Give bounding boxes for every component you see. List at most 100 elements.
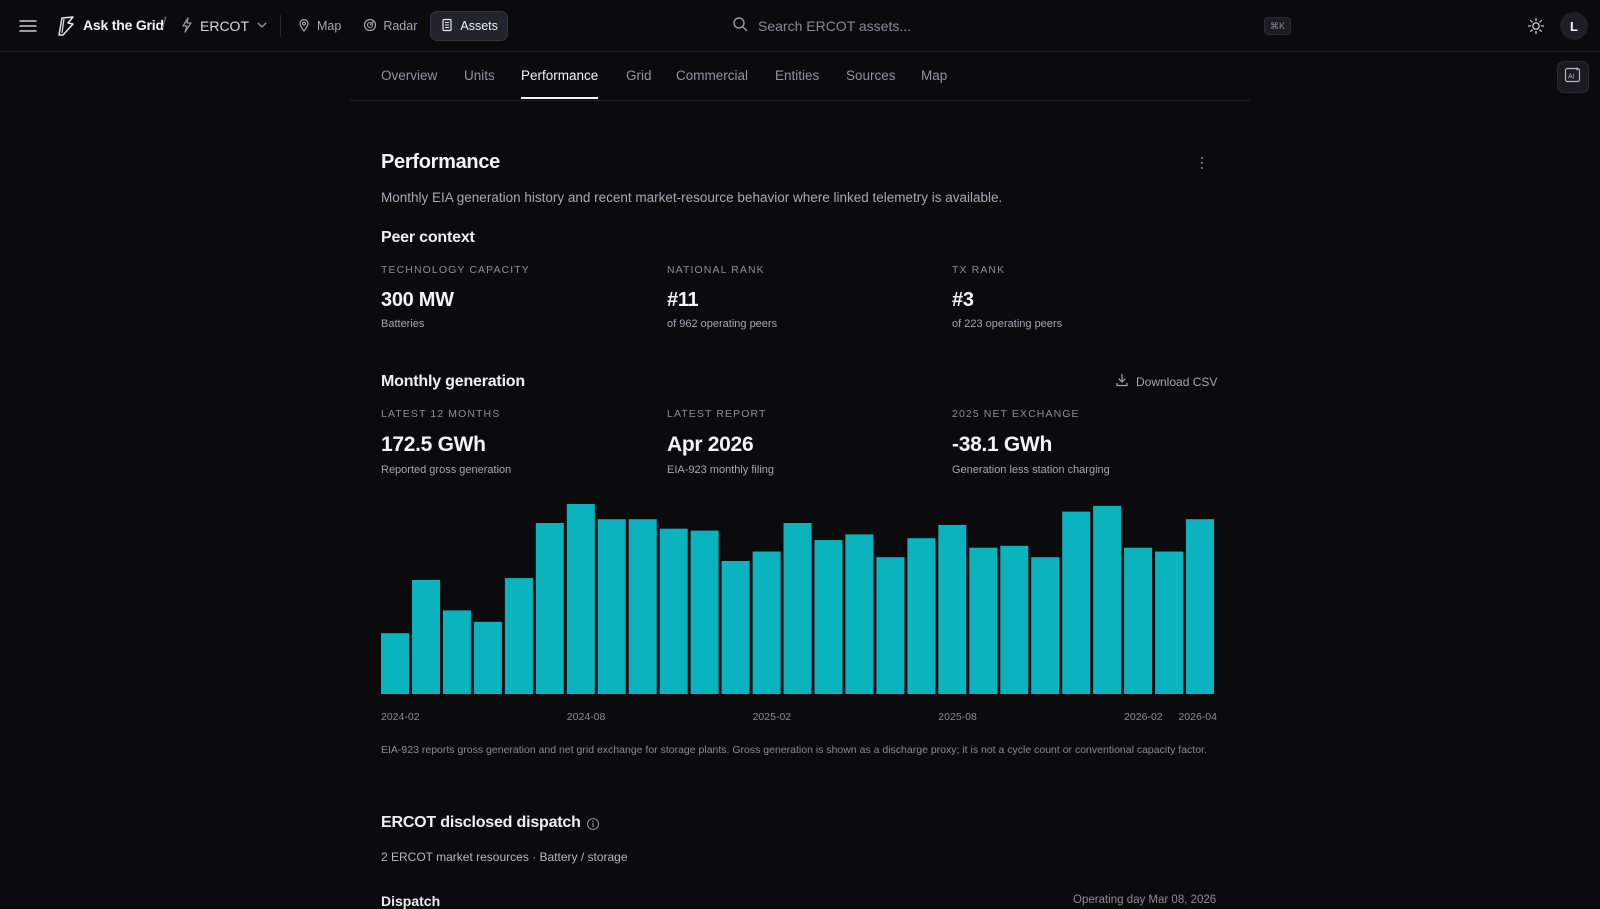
dispatch-meta: 2 ERCOT market resources · Battery / sto… [381, 850, 628, 864]
search-input[interactable]: Search ERCOT assets... [758, 18, 912, 34]
more-options-icon[interactable] [1196, 154, 1208, 172]
hamburger-menu-icon[interactable] [18, 16, 38, 36]
stat-value: #11 [667, 289, 699, 311]
x-tick-label: 2025-02 [753, 711, 792, 723]
user-avatar[interactable]: L [1560, 12, 1588, 40]
chart-bar[interactable] [783, 523, 812, 694]
tab-commercial[interactable]: Commercial [676, 68, 749, 83]
topbar-divider [280, 15, 281, 37]
nav-map-label: Map [317, 19, 342, 33]
tab-entities[interactable]: Entities [775, 68, 820, 83]
tab-performance[interactable]: Performance [521, 68, 599, 99]
dispatch-section-title: Dispatch [381, 893, 441, 909]
region-label: ERCOT [200, 18, 249, 34]
chart-bar[interactable] [1124, 547, 1153, 694]
chart-bar[interactable] [721, 561, 750, 694]
chart-bar[interactable] [1062, 511, 1091, 694]
stat-sub: EIA-923 monthly filing [667, 464, 774, 476]
chart-bar[interactable] [969, 547, 998, 694]
monthly-generation-chart: 2024-02 2024-08 2025-02 2025-08 2026-02 2026-… [381, 504, 1217, 723]
stat-sub: of 223 operating peers [952, 318, 1063, 330]
tab-map[interactable]: Map [921, 68, 948, 83]
download-icon [1115, 373, 1129, 390]
stat-sub: of 962 operating peers [667, 318, 778, 330]
stat-label: LATEST REPORT [667, 408, 767, 420]
section-tabs: Overview Units Performance Grid Commerci… [350, 52, 1250, 101]
chart-bar[interactable] [938, 524, 967, 694]
peer-context-heading: Peer context [381, 229, 475, 246]
stat-value: 300 MW [381, 289, 454, 311]
search-icon [732, 16, 748, 37]
stat-value: Apr 2026 [667, 433, 754, 456]
page-subtitle: Monthly EIA generation history and recen… [381, 190, 1003, 205]
download-csv-label: Download CSV [1136, 374, 1218, 389]
chart-bar[interactable] [814, 540, 843, 694]
chart-bar[interactable] [381, 633, 409, 694]
brand-name[interactable]: Ask the Grid [83, 17, 164, 33]
info-icon[interactable] [586, 817, 600, 831]
chart-bar[interactable] [845, 534, 874, 694]
x-tick-label: 2024-08 [567, 711, 606, 723]
stat-sub: Reported gross generation [381, 464, 512, 476]
dispatch-heading: ERCOT disclosed dispatch [381, 814, 581, 831]
chart-bar[interactable] [907, 538, 936, 694]
chart-bar[interactable] [876, 557, 905, 694]
chart-bar[interactable] [628, 519, 657, 694]
theme-toggle-sun-icon[interactable] [1527, 17, 1545, 35]
x-tick-label: 2026-02 [1124, 711, 1163, 723]
chart-bar[interactable] [1000, 545, 1029, 694]
page-title: Performance [381, 151, 500, 173]
chevron-down-icon [255, 18, 269, 35]
nav-map-button[interactable]: Map [288, 11, 350, 41]
bolt-icon [180, 16, 194, 36]
svg-text:AI: AI [1568, 73, 1575, 80]
stat-label: 2025 NET EXCHANGE [952, 408, 1080, 420]
chart-footnote: EIA-923 reports gross generation and net… [381, 744, 1207, 756]
monthly-generation-heading: Monthly generation [381, 373, 525, 390]
stat-label: TECHNOLOGY CAPACITY [381, 264, 530, 276]
chart-bar[interactable] [690, 530, 719, 694]
chart-bar[interactable] [1186, 519, 1214, 694]
stat-value: 172.5 GWh [381, 433, 486, 456]
chart-bar[interactable] [473, 621, 502, 694]
brand-logo-icon[interactable] [56, 15, 76, 37]
chart-bar[interactable] [597, 519, 626, 694]
tab-sources[interactable]: Sources [846, 68, 896, 83]
region-selector[interactable]: ERCOT [180, 14, 269, 38]
search-shortcut-badge: ⌘K [1264, 17, 1292, 35]
chart-bar[interactable] [1093, 505, 1122, 694]
stat-label: LATEST 12 MONTHS [381, 408, 501, 420]
chart-bar[interactable] [442, 610, 471, 694]
breadcrumb-separator: / [162, 15, 167, 32]
stat-sub: Batteries [381, 318, 425, 330]
dispatch-date: Operating day Mar 08, 2026 [1073, 894, 1217, 906]
nav-radar-button[interactable]: Radar [354, 11, 426, 41]
chart-bar[interactable] [535, 523, 564, 694]
stat-value: #3 [952, 289, 974, 311]
stat-label: NATIONAL RANK [667, 264, 765, 276]
chart-bar[interactable] [659, 528, 688, 694]
map-icon [297, 18, 311, 35]
stat-value: -38.1 GWh [952, 433, 1052, 456]
chart-bar[interactable] [752, 551, 781, 695]
tab-grid[interactable]: Grid [626, 68, 652, 83]
nav-assets-label: Assets [460, 19, 498, 33]
x-tick-label: 2025-08 [938, 711, 977, 723]
chart-bar[interactable] [566, 504, 595, 694]
x-tick-label: 2024-02 [381, 711, 420, 723]
assets-icon [440, 18, 454, 35]
stat-sub: Generation less station charging [952, 464, 1110, 476]
x-tick-label: 2026-04 [1178, 711, 1217, 723]
chart-bar[interactable] [504, 578, 533, 694]
top-bar: Ask the Grid / ERCOT Map Radar Assets Se… [0, 0, 1600, 52]
download-csv-button[interactable]: Download CSV [1115, 373, 1217, 390]
ai-assistant-button[interactable]: AI [1557, 61, 1589, 93]
tab-overview[interactable]: Overview [381, 68, 438, 83]
nav-assets-button[interactable]: Assets [430, 11, 508, 41]
chart-bar[interactable] [1155, 551, 1184, 695]
chart-bar[interactable] [412, 580, 440, 694]
search-bar[interactable]: Search ERCOT assets... [732, 12, 1292, 40]
primary-nav: Map Radar Assets [288, 11, 508, 41]
tab-units[interactable]: Units [464, 68, 495, 83]
chart-bar[interactable] [1031, 557, 1060, 694]
